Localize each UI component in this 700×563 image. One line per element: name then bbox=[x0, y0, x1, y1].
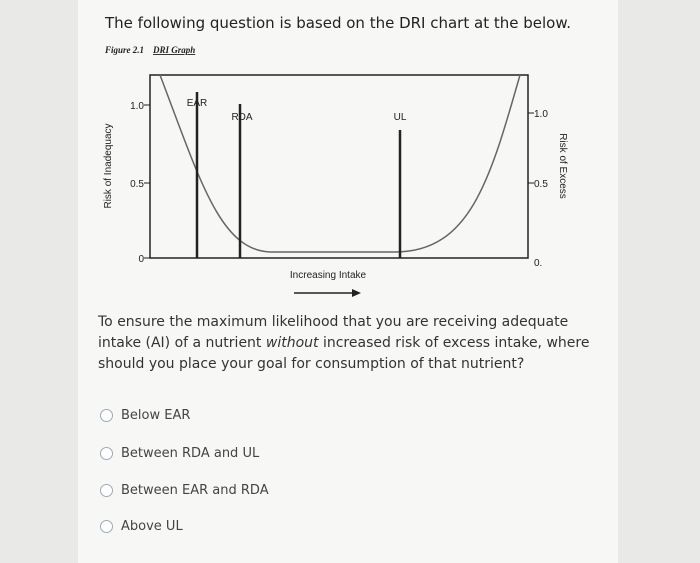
marker-label: UL bbox=[394, 112, 407, 123]
option-label: Between EAR and RDA bbox=[121, 483, 269, 498]
right-tick: 0.5 bbox=[534, 179, 548, 190]
right-tick: 1.0 bbox=[534, 109, 548, 120]
left-tick: 1.0 bbox=[130, 101, 144, 112]
option[interactable]: Between EAR and RDA bbox=[100, 483, 269, 498]
caption-title: DRI Graph bbox=[152, 45, 195, 55]
marker-label: EAR bbox=[187, 98, 208, 109]
heading: The following question is based on the D… bbox=[105, 14, 571, 32]
x-axis-label: Increasing Intake bbox=[290, 270, 367, 281]
option[interactable]: Above UL bbox=[100, 519, 183, 534]
risk-curve bbox=[159, 74, 521, 253]
option-label: Below EAR bbox=[121, 408, 191, 423]
question-text: To ensure the maximum likelihood that yo… bbox=[98, 312, 598, 375]
figure: Figure 2.1 DRI Graph Risk of Inadequacy … bbox=[103, 45, 568, 297]
option-label: Between RDA and UL bbox=[121, 446, 260, 461]
left-tick: 0 bbox=[138, 254, 144, 265]
right-tick: 0. bbox=[534, 258, 542, 269]
left-axis-label: Risk of Inadequacy bbox=[103, 123, 114, 208]
prompt: To ensure the maximum likelihood that yo… bbox=[98, 314, 569, 351]
left-tick: 0.5 bbox=[130, 179, 144, 190]
radio[interactable] bbox=[100, 447, 113, 460]
option[interactable]: Below EAR bbox=[100, 408, 190, 423]
marker-label: RDA bbox=[231, 112, 252, 123]
caption-number: Figure 2.1 bbox=[104, 45, 144, 55]
radio[interactable] bbox=[100, 484, 113, 497]
arrow-head bbox=[352, 289, 361, 297]
option[interactable]: Between RDA and UL bbox=[100, 446, 259, 461]
radio[interactable] bbox=[100, 409, 113, 422]
right-axis-label: Risk of Excess bbox=[557, 133, 568, 199]
prompt-emphasis: without bbox=[265, 335, 319, 351]
radio[interactable] bbox=[100, 520, 113, 533]
option-label: Above UL bbox=[121, 519, 183, 534]
prompt: increased risk of excess intake, where s… bbox=[98, 335, 590, 372]
plot-box bbox=[149, 74, 529, 259]
